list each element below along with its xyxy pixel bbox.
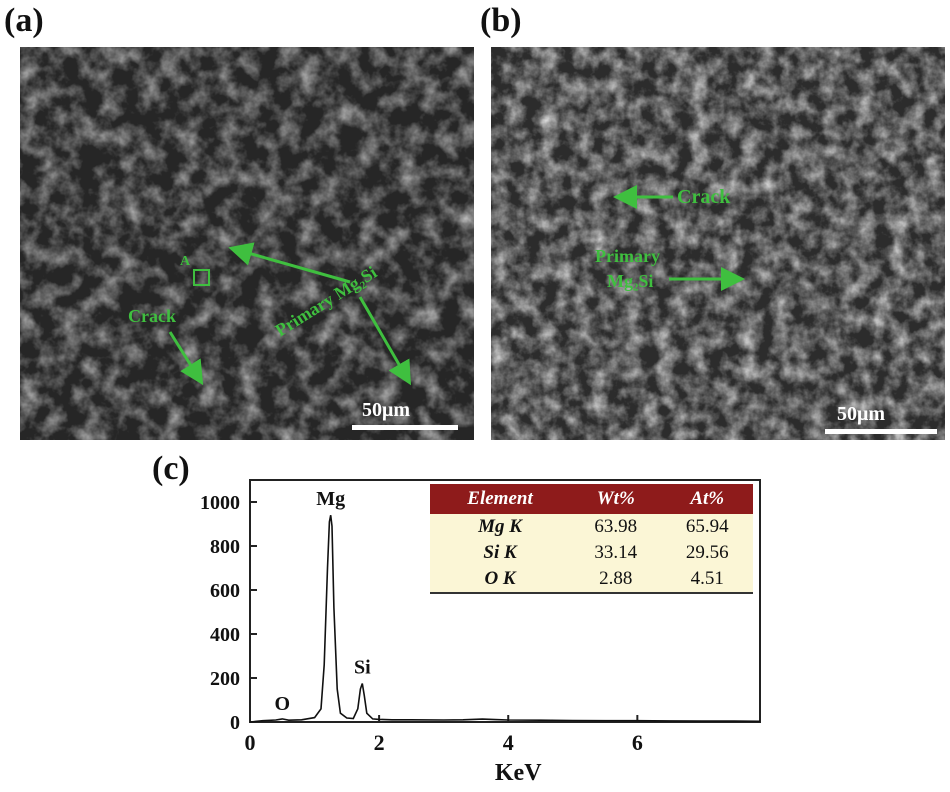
primary-arrow-a-1 [228, 242, 351, 284]
cell-at: 29.56 [661, 540, 753, 566]
cell-element: Si K [430, 540, 571, 566]
primary-arrow-a-2 [358, 296, 412, 386]
cell-wt: 2.88 [570, 566, 662, 594]
cell-at: 65.94 [661, 514, 753, 540]
header-wt: Wt% [570, 484, 662, 514]
sem-image-b: Crack Primary Mg₂Si 50μm [491, 47, 945, 440]
table-row: O K 2.88 4.51 [430, 566, 753, 594]
scale-bar-label-b: 50μm [837, 403, 885, 425]
y-tick-label: 600 [210, 580, 240, 602]
header-at: At% [661, 484, 753, 514]
composition-table: Element Wt% At% Mg K 63.98 65.94 Si K 33… [430, 484, 753, 594]
table-row: Si K 33.14 29.56 [430, 540, 753, 566]
header-element: Element [430, 484, 571, 514]
scale-bar-b [825, 429, 937, 434]
sem-image-a: A Crack Primary Mg₂Si 50μm [20, 47, 474, 440]
panel-label-a: (a) [4, 2, 44, 39]
point-a-label: A [180, 254, 191, 269]
cell-element: O K [430, 566, 571, 594]
sem-texture-a: A Crack Primary Mg₂Si 50μm [20, 47, 474, 440]
x-tick-label: 4 [503, 730, 514, 755]
cell-element: Mg K [430, 514, 571, 540]
scale-bar-label-a: 50μm [362, 399, 410, 421]
x-tick-label: 2 [374, 730, 385, 755]
panel-label-c: (c) [152, 450, 190, 487]
primary-label-b-1: Primary [595, 246, 660, 266]
primary-label-b-2: Mg₂Si [607, 271, 653, 291]
y-tick-label: 800 [210, 536, 240, 558]
cell-wt: 63.98 [570, 514, 662, 540]
peak-label: O [274, 693, 290, 715]
point-a-marker [193, 269, 210, 286]
table-header-row: Element Wt% At% [430, 484, 753, 514]
sem-texture-b: Crack Primary Mg₂Si 50μm [491, 47, 945, 440]
table-row: Mg K 63.98 65.94 [430, 514, 753, 540]
peak-label: Si [354, 657, 371, 679]
y-tick-label: 0 [230, 712, 240, 734]
peak-label: Mg [316, 488, 345, 510]
scale-bar-a [352, 425, 458, 430]
crack-label-b: Crack [677, 186, 731, 208]
x-tick-label: 0 [245, 730, 256, 755]
x-tick-label: 6 [632, 730, 643, 755]
plot-frame [249, 479, 761, 723]
spectrum-line [249, 515, 761, 723]
crack-arrow-a [168, 331, 204, 386]
cell-at: 4.51 [661, 566, 753, 594]
crack-label-a: Crack [128, 306, 176, 326]
panel-label-b: (b) [480, 2, 522, 39]
cell-wt: 33.14 [570, 540, 662, 566]
y-tick-label: 200 [210, 668, 240, 690]
x-axis-label: KeV [495, 760, 542, 786]
y-tick-label: 1000 [200, 492, 240, 514]
eds-spectrum-chart: 0 200 400 600 800 1000 0 2 4 6 KeV O Mg Si [200, 479, 761, 786]
y-tick-label: 400 [210, 624, 240, 646]
